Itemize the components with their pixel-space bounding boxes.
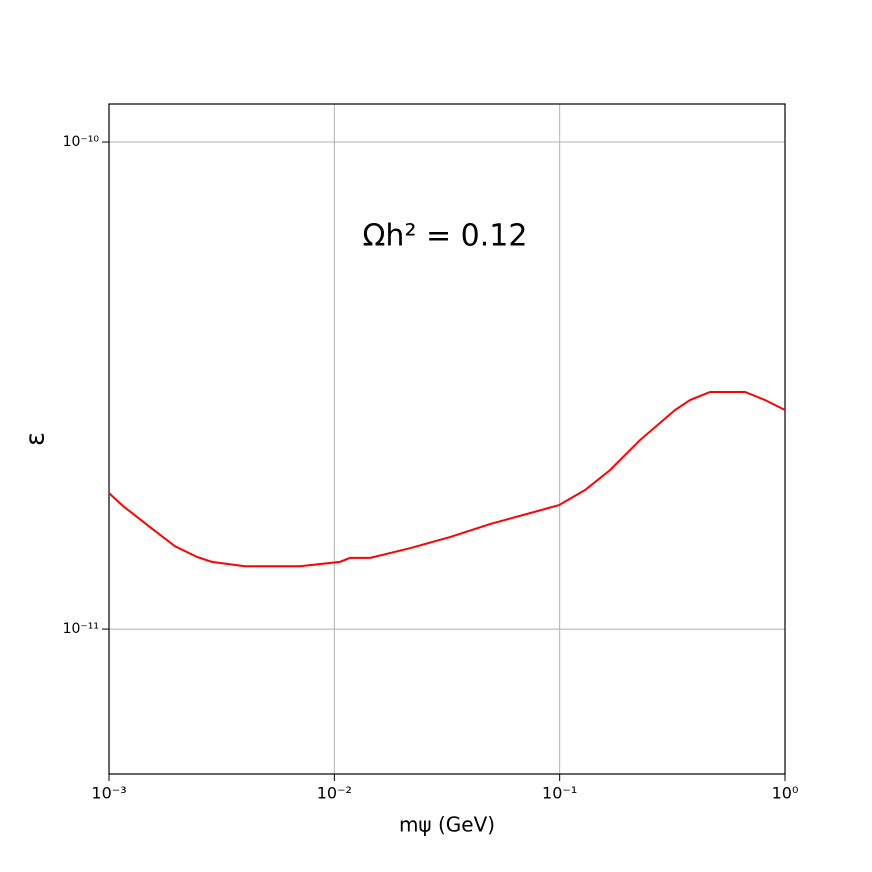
- y-tick-label: 10⁻¹⁰: [63, 134, 100, 150]
- y-tick-label: 10⁻¹¹: [63, 621, 99, 637]
- x-tick-label: 10⁰: [772, 784, 799, 803]
- x-axis-label: mψ (GeV): [399, 813, 495, 837]
- plot-frame: [108, 103, 786, 775]
- x-tick-label: 10⁻²: [317, 784, 352, 803]
- data-line: [108, 390, 786, 568]
- x-tick-label: 10⁻³: [91, 784, 126, 803]
- y-axis-label: ε: [21, 432, 51, 446]
- x-tick-label: 10⁻¹: [542, 784, 577, 803]
- annotation: Ωh² = 0.12: [363, 219, 528, 254]
